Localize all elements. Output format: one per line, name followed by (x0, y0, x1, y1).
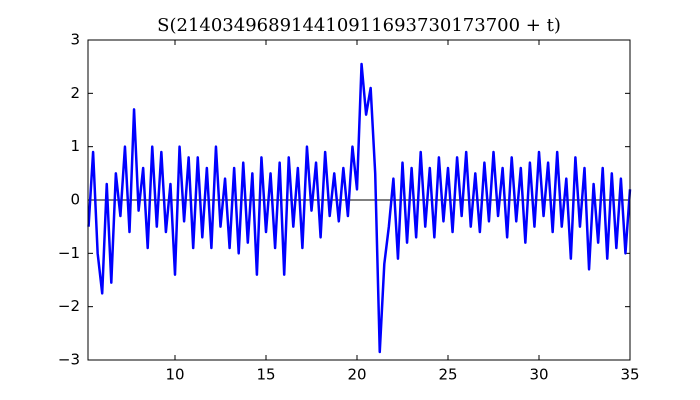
chart-title: S(214034968914410911693730173700 + t) (157, 15, 561, 36)
x-tick-label: 25 (438, 366, 457, 384)
y-tick-label: −3 (58, 351, 80, 369)
x-tick-label: 30 (529, 366, 548, 384)
y-tick-label: −1 (58, 244, 80, 262)
y-tick-label: 0 (70, 191, 80, 209)
x-tick-label: 10 (165, 366, 184, 384)
x-tick-label: 15 (256, 366, 275, 384)
line-series (87, 62, 632, 354)
x-tick-label: 35 (620, 366, 639, 384)
x-tick-label: 20 (347, 366, 366, 384)
y-tick-label: 3 (70, 31, 80, 49)
y-tick-label: 2 (70, 84, 80, 102)
y-tick-label: −2 (58, 297, 80, 315)
plot-frame (87, 39, 631, 361)
y-tick-label: 1 (70, 137, 80, 155)
